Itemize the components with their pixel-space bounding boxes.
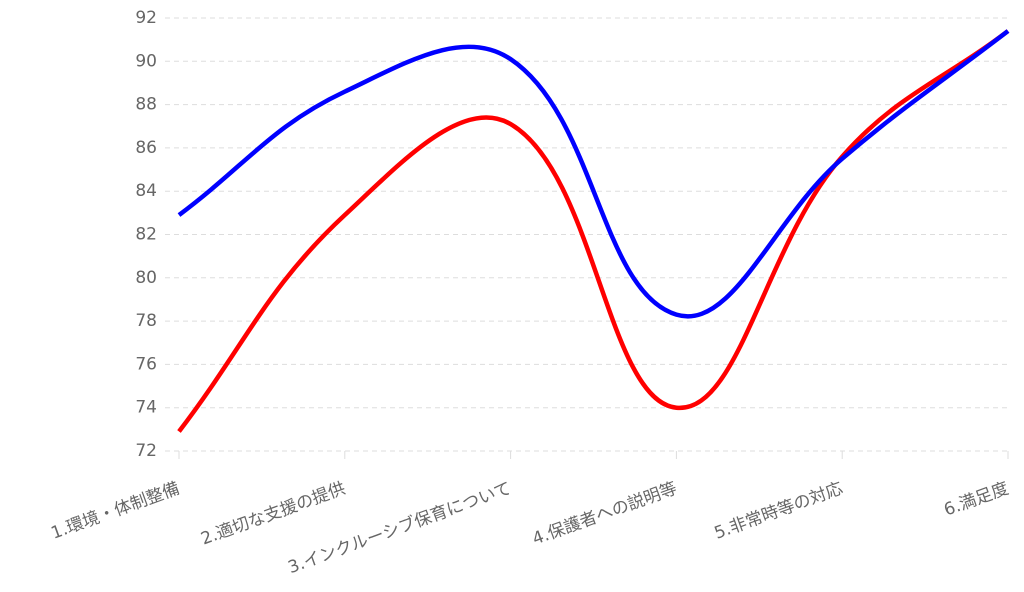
x-tick-label: 5.非常時等の対応: [712, 479, 846, 544]
y-tick-label: 82: [135, 225, 157, 245]
y-tick-label: 86: [135, 138, 157, 158]
y-tick-label: 74: [135, 398, 157, 418]
y-tick-label: 78: [135, 311, 157, 331]
y-tick-label: 80: [135, 268, 157, 288]
series-line: [177, 29, 1010, 433]
y-tick-label: 88: [135, 95, 157, 115]
x-tick-label: 6.満足度: [941, 479, 1011, 521]
y-tick-label: 92: [135, 8, 157, 28]
y-tick-label: 76: [135, 354, 157, 374]
y-tick-label: 90: [135, 51, 157, 71]
x-tick-label: 2.適切な支援の提供: [198, 479, 348, 550]
y-tick-label: 84: [135, 181, 157, 201]
x-tick-label: 1.環境・体制整備: [49, 479, 183, 544]
series-line: [177, 29, 1010, 319]
x-tick-label: 4.保護者への説明等: [530, 479, 680, 550]
y-tick-label: 72: [135, 441, 157, 461]
